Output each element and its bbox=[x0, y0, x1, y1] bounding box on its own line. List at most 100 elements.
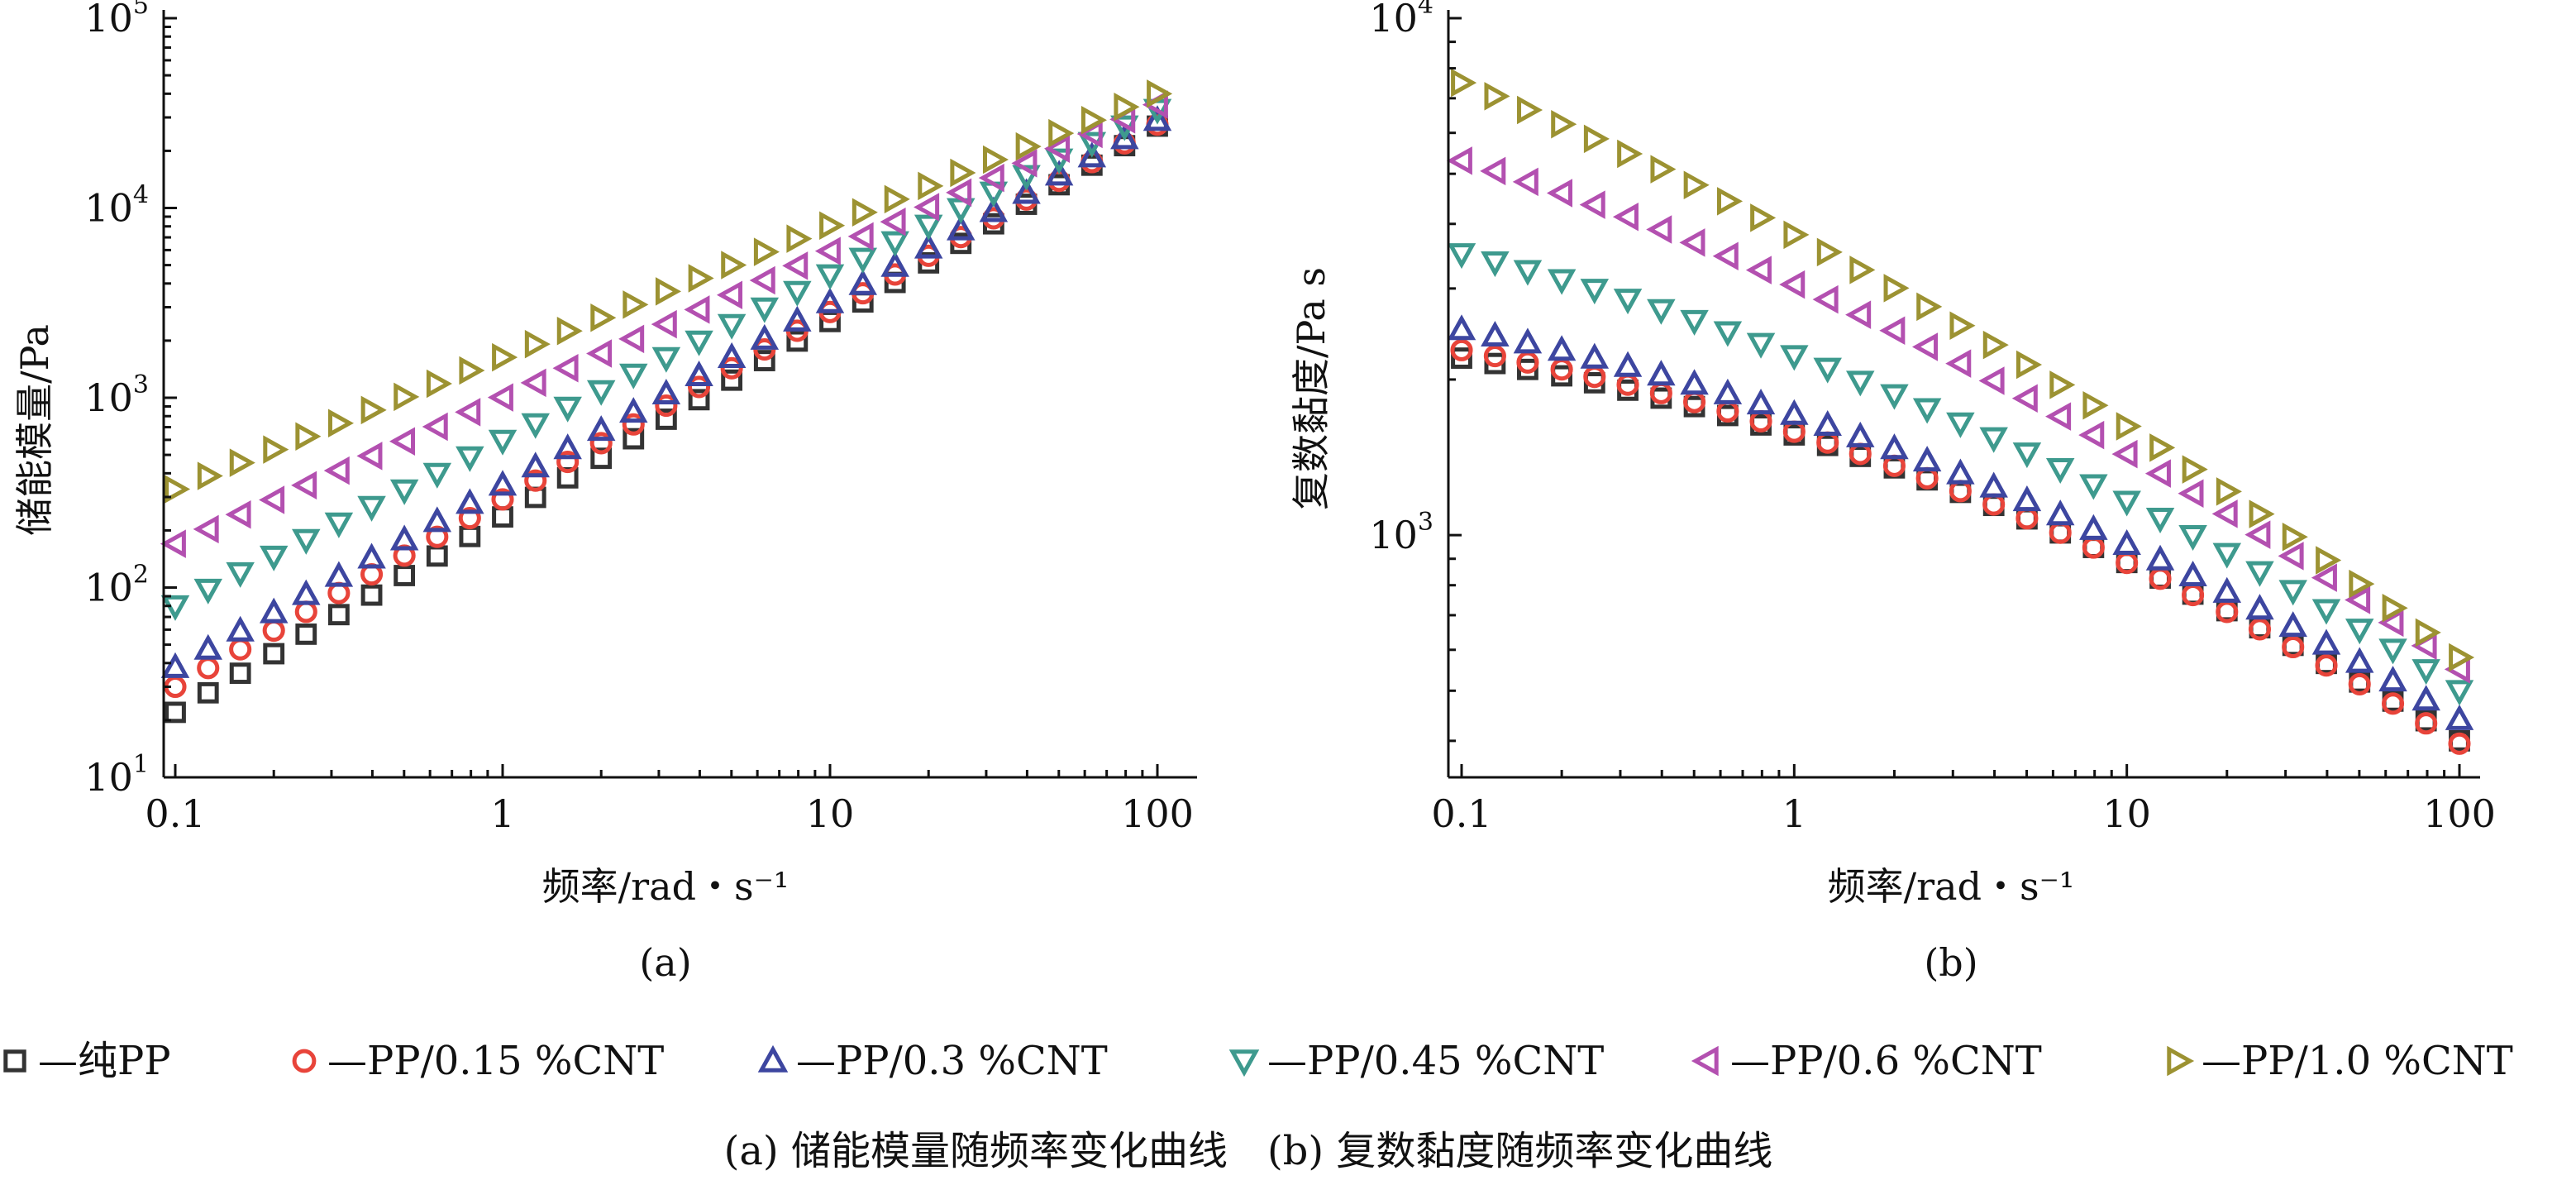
panel-a-point bbox=[786, 330, 809, 352]
panel-a-point bbox=[422, 462, 452, 489]
panel-a-point bbox=[521, 452, 550, 478]
panel-b-point bbox=[2211, 499, 2238, 528]
panel-b-point bbox=[2045, 458, 2075, 485]
legend-marker bbox=[757, 1044, 789, 1073]
panel-a-point bbox=[458, 507, 481, 530]
panel-b-point bbox=[2011, 384, 2038, 413]
panel-b-point bbox=[1779, 270, 1806, 299]
panel-b-point bbox=[1649, 381, 1672, 404]
panel-a-point bbox=[847, 222, 874, 251]
panel-b-point bbox=[1712, 241, 1739, 270]
panel-a-point bbox=[749, 265, 775, 295]
panel-b-point bbox=[2378, 608, 2404, 638]
panel-b-point bbox=[2381, 692, 2405, 715]
panel-a-point bbox=[716, 280, 743, 309]
panel-b-point bbox=[1451, 68, 1477, 98]
panel-a-point bbox=[622, 413, 645, 436]
panel-a-y-tick-label: 103 bbox=[84, 370, 149, 420]
legend-item-5: —PP/1.0 %CNT bbox=[2167, 1038, 2513, 1084]
panel-b-point bbox=[2415, 712, 2438, 735]
panel-b-point bbox=[2345, 585, 2371, 614]
panel-a-point bbox=[884, 184, 910, 214]
panel-a-point bbox=[426, 369, 452, 399]
panel-a-series-4 bbox=[160, 90, 1168, 558]
panel-b-point bbox=[1484, 82, 1510, 111]
legend-marker bbox=[292, 1049, 317, 1073]
legend-marker bbox=[2167, 1045, 2195, 1077]
panel-a-point bbox=[688, 389, 710, 411]
panel-a-x-tick-label: 100 bbox=[1121, 791, 1194, 836]
panel-a-point bbox=[819, 211, 846, 240]
panel-a-point bbox=[815, 264, 845, 290]
panel-b-point bbox=[2311, 599, 2341, 625]
panel-b-point bbox=[2078, 420, 2105, 450]
panel-a-point bbox=[165, 701, 186, 724]
panel-a-point bbox=[295, 623, 317, 645]
panel-b-point bbox=[1580, 342, 1610, 369]
legend-item-0: —纯PP bbox=[3, 1038, 171, 1084]
panel-a-point bbox=[229, 448, 255, 477]
panel-b-x-tick-label: 0.1 bbox=[1431, 791, 1491, 836]
panel-a-series-5 bbox=[165, 79, 1173, 504]
panel-a-point bbox=[491, 488, 514, 511]
panel-b-point bbox=[2316, 546, 2342, 575]
legend-label: —纯PP bbox=[38, 1038, 171, 1084]
panel-a-point bbox=[197, 657, 220, 680]
panel-a-point bbox=[357, 495, 386, 522]
legend-item-1: —PP/0.15 %CNT bbox=[292, 1038, 664, 1084]
panel-b-point bbox=[1713, 321, 1743, 347]
panel-a-y-tick-label: 101 bbox=[84, 750, 149, 800]
panel-a-point bbox=[1114, 93, 1140, 122]
panel-b-point bbox=[1446, 146, 1472, 175]
panel-b-point bbox=[2082, 536, 2105, 559]
panel-a-point bbox=[783, 305, 812, 332]
legend-label: —PP/1.0 %CNT bbox=[2202, 1038, 2513, 1084]
panel-b-point bbox=[1813, 410, 1842, 437]
panel-b-point bbox=[1483, 344, 1506, 368]
panel-a-point bbox=[553, 433, 582, 460]
panel-a-point bbox=[165, 475, 191, 504]
panel-b-point bbox=[1547, 269, 1577, 295]
panel-b-y-tick-label: 104 bbox=[1369, 0, 1433, 41]
panel-a-y-tick-label: 102 bbox=[84, 561, 149, 610]
panel-a-ylabel: 储能模量/Pa bbox=[12, 324, 57, 536]
panel-a-point bbox=[456, 446, 484, 472]
panel-a-point bbox=[1077, 141, 1107, 168]
panel-a-x-tick-label: 1 bbox=[490, 791, 514, 836]
panel-a-point bbox=[552, 353, 579, 383]
panel-a-point bbox=[721, 251, 747, 280]
legend-marker bbox=[1691, 1045, 1719, 1077]
panel-b-point bbox=[1484, 352, 1506, 375]
panel-b-point bbox=[2348, 672, 2371, 695]
panel-b-point bbox=[1647, 299, 1676, 325]
panel-a-point bbox=[389, 427, 416, 456]
panel-b-point bbox=[2149, 433, 2176, 462]
panel-a-point bbox=[982, 145, 1009, 174]
panel-b-point bbox=[1512, 167, 1538, 197]
panel-b-point bbox=[1916, 292, 1943, 322]
panel-b-point bbox=[2212, 576, 2242, 603]
panel-a-x-tick-label: 0.1 bbox=[145, 791, 205, 836]
panel-b-point bbox=[2448, 732, 2471, 755]
panel-a-point bbox=[688, 375, 711, 399]
panel-b-point bbox=[1713, 378, 1743, 404]
panel-b-x-tick-label: 1 bbox=[1782, 791, 1806, 836]
panel-b-point bbox=[1812, 284, 1839, 314]
panel-b-point bbox=[2445, 680, 2474, 706]
panel-b-point bbox=[1513, 260, 1543, 286]
panel-a-y-tick-label: 104 bbox=[84, 181, 149, 231]
panel-a: 0.1 1 10 100 101 102 103 104 105 频率/rad・s⁻¹ 储能模量… bbox=[12, 0, 1197, 985]
panel-a-point bbox=[357, 542, 386, 569]
panel-a-point bbox=[160, 529, 186, 558]
panel-b-point bbox=[2244, 520, 2271, 549]
panel-a-point bbox=[262, 619, 285, 643]
panel-a-point bbox=[226, 615, 255, 642]
panel-b-point bbox=[1647, 360, 1676, 386]
legend-item-3: —PP/0.45 %CNT bbox=[1228, 1038, 1604, 1084]
panel-a-point bbox=[848, 269, 877, 295]
panel-b-point bbox=[2245, 561, 2274, 587]
panel-a-point bbox=[590, 303, 617, 332]
panel-b-point bbox=[1750, 203, 1777, 232]
panel-b-point bbox=[1517, 95, 1543, 125]
